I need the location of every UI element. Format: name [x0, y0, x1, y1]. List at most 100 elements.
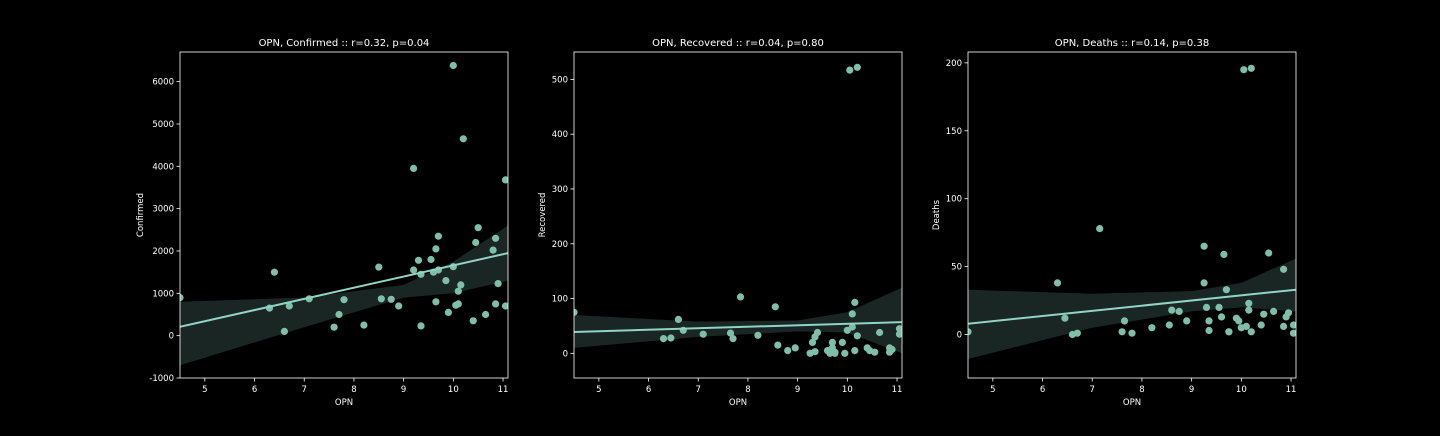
data-point: [851, 347, 859, 355]
data-point: [492, 234, 500, 242]
data-point: [1183, 317, 1191, 325]
data-point: [1073, 329, 1081, 337]
data-point: [1200, 242, 1208, 250]
regression-line: [968, 288, 1296, 325]
data-point: [377, 295, 385, 303]
data-point: [1120, 317, 1129, 325]
y-tick-label: -1000: [149, 374, 174, 384]
data-point: [848, 310, 856, 318]
data-point: [1270, 307, 1278, 315]
data-point: [1245, 299, 1253, 307]
y-axis-label: Confirmed: [136, 193, 146, 237]
data-point: [1215, 303, 1223, 311]
data-point: [831, 349, 839, 357]
x-tick-label: 10: [1236, 385, 1247, 395]
data-point: [1200, 279, 1208, 287]
data-point: [1280, 265, 1288, 273]
data-point: [848, 323, 856, 331]
plot-area: [180, 61, 508, 366]
y-tick-label: 6000: [152, 78, 174, 88]
confidence-band: [180, 225, 508, 366]
axes-frame: [967, 51, 1297, 379]
data-point: [1257, 321, 1265, 329]
y-axis-label: Recovered: [538, 193, 548, 238]
data-point: [1202, 303, 1211, 311]
x-tick-label: 11: [498, 385, 509, 395]
regression-line: [574, 321, 902, 333]
data-point: [888, 345, 896, 354]
x-tick-label: 8: [745, 385, 750, 395]
data-point: [457, 281, 465, 289]
axes-frame: [573, 51, 903, 379]
data-point: [474, 224, 482, 232]
y-tick-label: 100: [946, 195, 962, 205]
data-point: [736, 293, 745, 301]
data-point: [853, 332, 861, 340]
x-tick-label: 7: [302, 385, 307, 395]
x-tick-label: 10: [448, 385, 459, 395]
y-tick-label: 4000: [152, 162, 174, 172]
data-point: [811, 348, 819, 356]
data-point: [813, 328, 822, 337]
data-point: [853, 63, 861, 71]
data-point: [432, 298, 440, 306]
data-point: [1061, 314, 1069, 322]
data-point: [871, 348, 879, 356]
data-point: [841, 349, 849, 357]
x-axis-label: OPN: [335, 398, 353, 408]
x-tick-label: 6: [252, 385, 257, 395]
data-point: [659, 335, 668, 343]
data-point: [851, 298, 859, 306]
data-point: [726, 329, 735, 337]
data-point: [784, 347, 792, 355]
x-tick-label: 6: [646, 385, 651, 395]
data-point: [876, 328, 884, 337]
y-tick-label: 0: [957, 331, 962, 341]
y-tick-label: 50: [951, 263, 962, 273]
x-tick-label: 11: [1286, 385, 1297, 395]
data-point: [1284, 309, 1293, 317]
data-point: [1265, 249, 1273, 257]
data-point: [729, 335, 737, 343]
data-point: [494, 280, 502, 288]
y-tick-label: 500: [552, 75, 568, 85]
data-point: [459, 135, 467, 143]
data-point: [1118, 328, 1126, 336]
data-point: [838, 338, 847, 346]
data-point: [432, 245, 440, 253]
data-point: [360, 321, 368, 329]
y-tick-label: 300: [552, 185, 568, 195]
regression-line: [180, 252, 508, 328]
data-point: [1148, 324, 1156, 332]
y-tick-label: 0: [563, 349, 568, 359]
data-point: [774, 341, 782, 349]
x-tick-label: 7: [696, 385, 701, 395]
data-point: [667, 334, 675, 342]
data-point: [444, 308, 452, 316]
data-point: [846, 66, 854, 74]
data-point: [454, 287, 462, 295]
y-tick-label: 200: [552, 240, 568, 250]
data-point: [771, 303, 779, 311]
data-point: [1280, 322, 1288, 330]
data-point: [1235, 317, 1243, 325]
data-point: [895, 325, 902, 333]
data-point: [482, 310, 490, 319]
data-point: [1242, 322, 1250, 330]
data-point: [754, 331, 762, 339]
data-point: [180, 294, 184, 302]
x-tick-label: 5: [990, 385, 995, 395]
data-point: [1205, 326, 1213, 335]
data-point: [285, 302, 293, 310]
chart-title: OPN, Recovered :: r=0.04, p=0.80: [652, 38, 824, 49]
data-point: [1240, 66, 1248, 74]
data-point: [1053, 279, 1062, 287]
data-point: [574, 308, 578, 316]
x-tick-label: 8: [351, 385, 356, 395]
y-tick-label: 150: [946, 127, 962, 137]
data-point: [492, 300, 500, 308]
data-point: [828, 338, 837, 346]
y-tick-label: 0: [169, 332, 174, 342]
plot-area: [968, 64, 1296, 359]
